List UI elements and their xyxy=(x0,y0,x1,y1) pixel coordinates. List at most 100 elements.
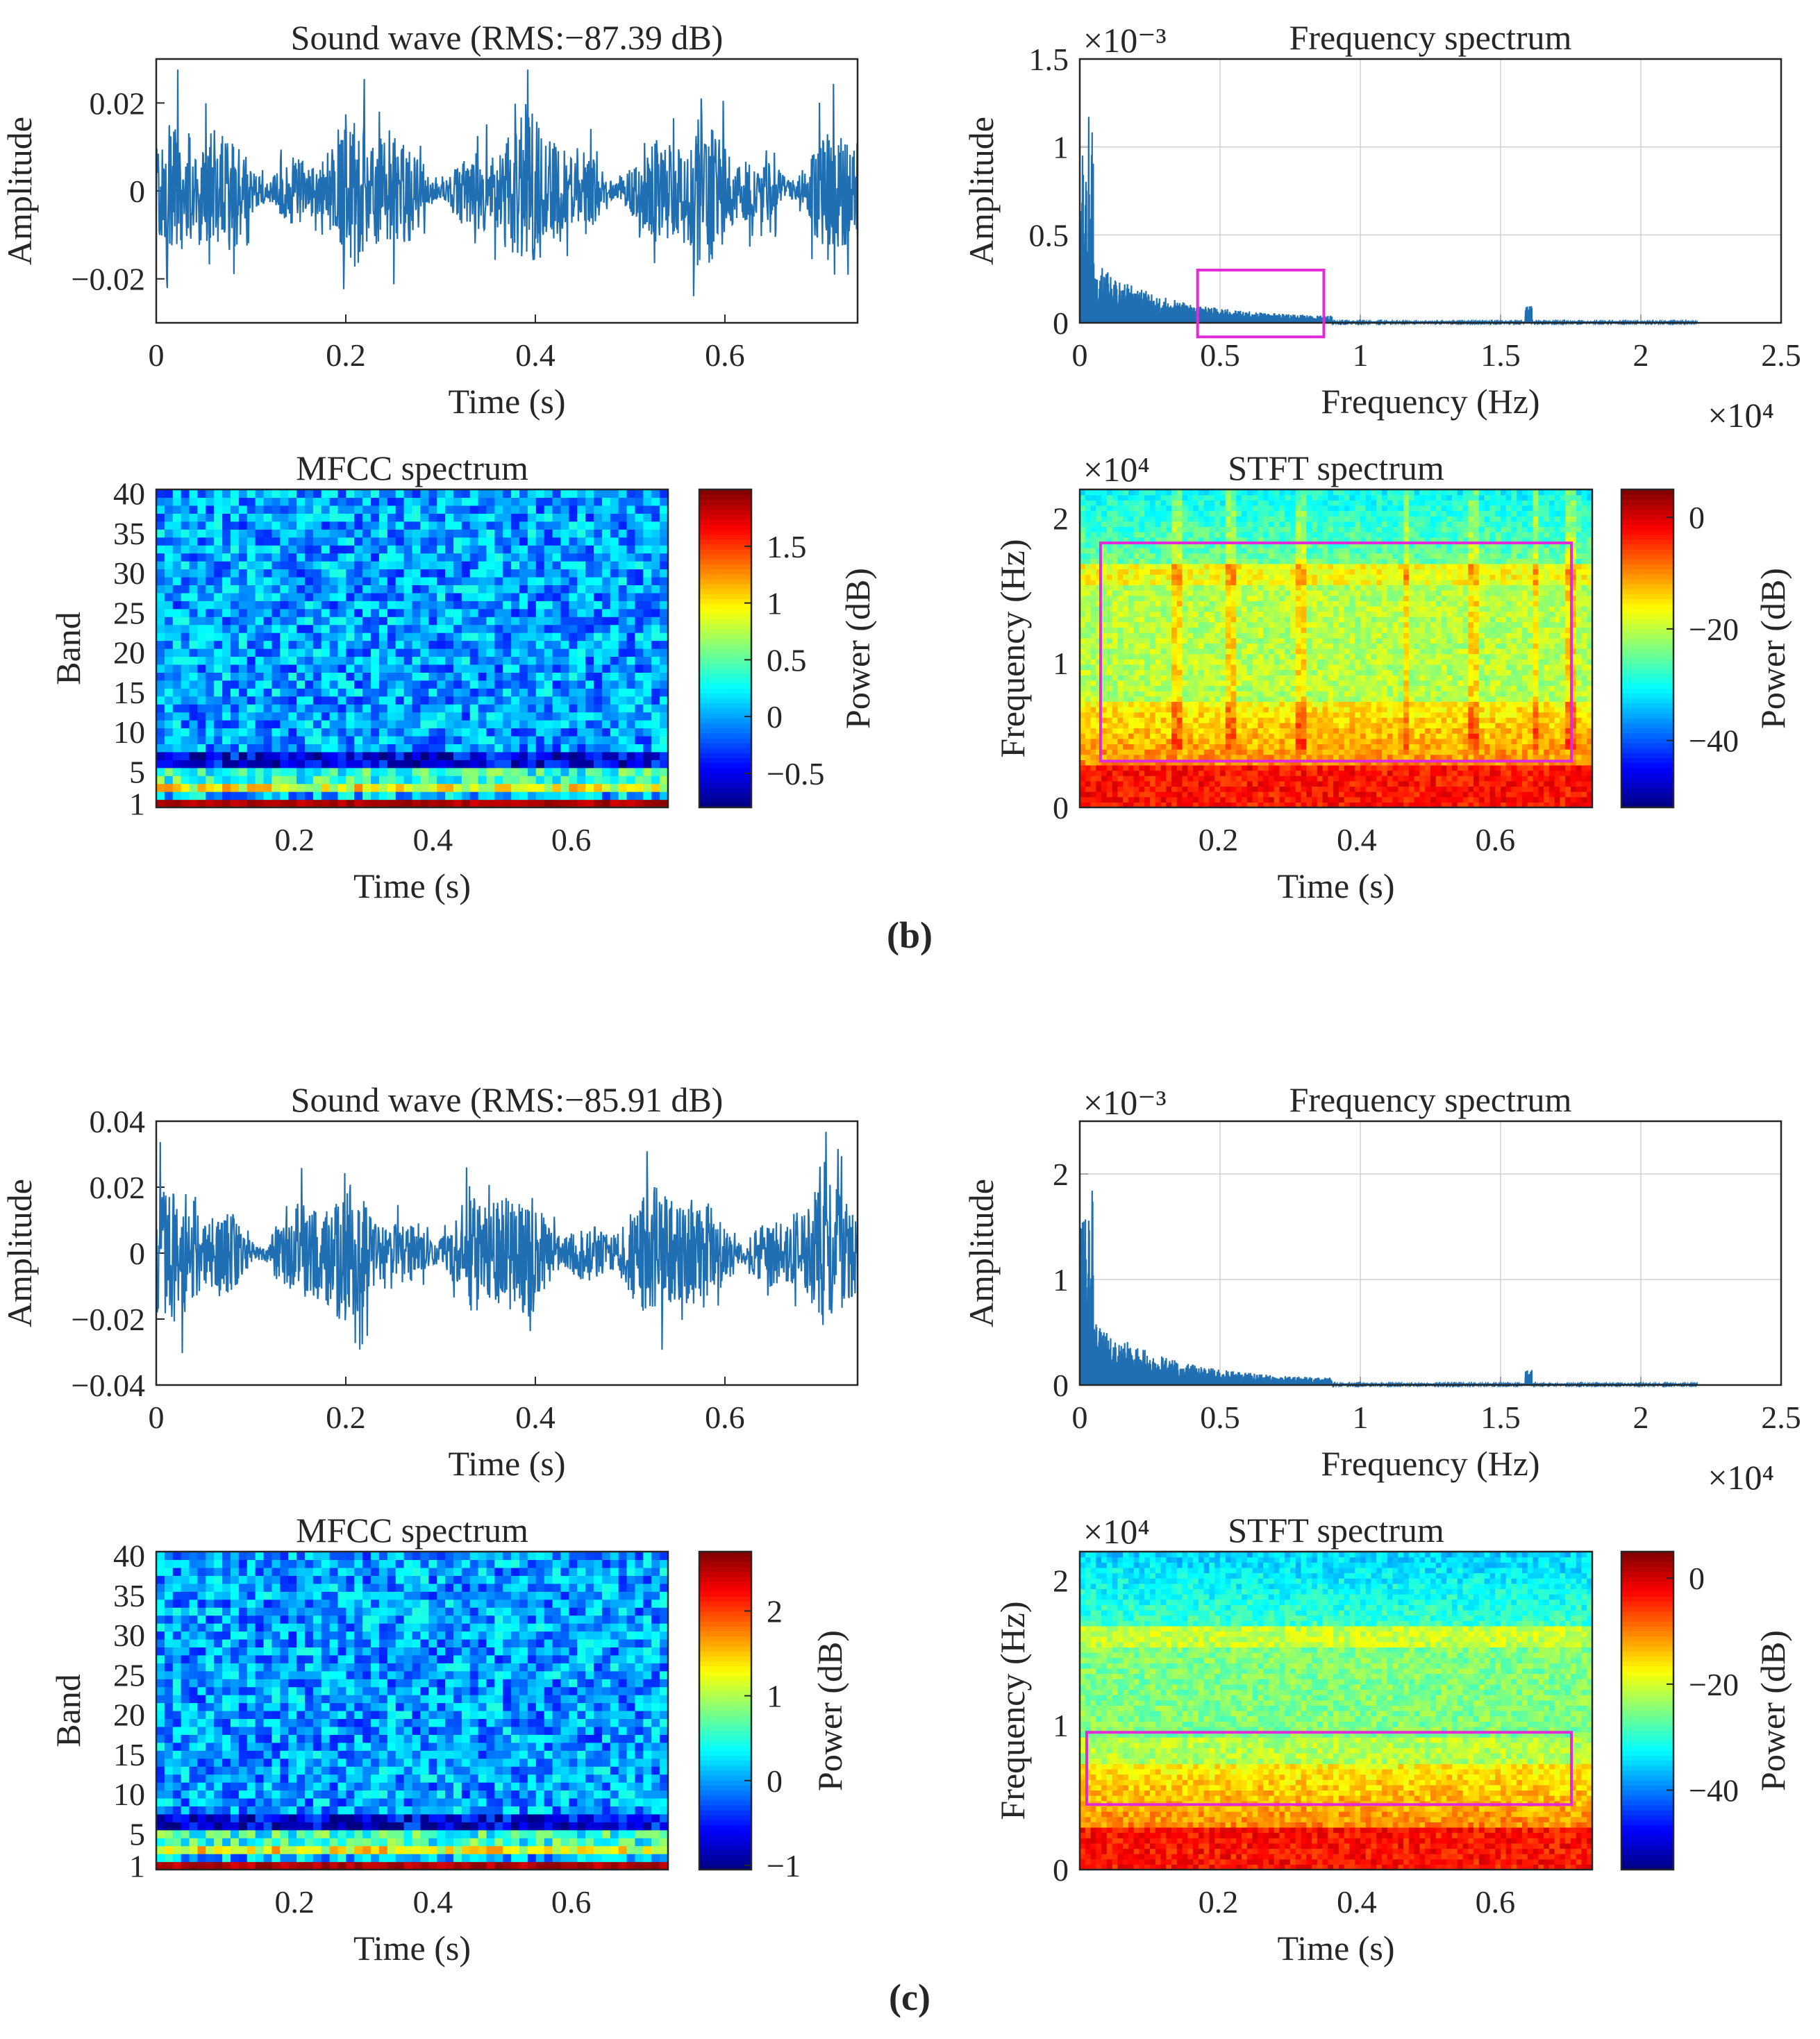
stft-cell xyxy=(1387,760,1394,766)
mfcc-cell xyxy=(552,656,562,665)
mfcc-cell xyxy=(569,569,578,578)
mfcc-cell xyxy=(214,760,223,769)
stft-cell xyxy=(1452,728,1458,734)
stft-cell xyxy=(1096,738,1102,744)
mfcc-cell xyxy=(337,751,347,760)
mfcc-cell xyxy=(280,585,289,594)
mfcc-cell xyxy=(412,616,421,626)
stft-cell xyxy=(1570,796,1577,803)
stft-cell xyxy=(1365,717,1372,723)
stft-cell xyxy=(1209,744,1215,750)
mfcc-cell xyxy=(371,553,380,562)
stft-cell xyxy=(1570,706,1577,713)
stft-cell xyxy=(1209,680,1215,687)
mfcc-cell xyxy=(635,664,644,673)
mfcc-cell xyxy=(453,592,462,601)
wave-xtick-label: 0 xyxy=(149,337,165,373)
mfcc-cell xyxy=(445,791,454,800)
mfcc-cell xyxy=(643,537,652,546)
mfcc-cell xyxy=(395,672,405,681)
mfcc-cell xyxy=(552,680,562,689)
mfcc-cell xyxy=(312,728,322,737)
mfcc-cell xyxy=(445,521,454,530)
stft-cell xyxy=(1085,728,1092,734)
mfcc-cell xyxy=(280,640,289,649)
stft-cell xyxy=(1106,754,1113,760)
stft-cell xyxy=(1517,786,1523,792)
stft-cell xyxy=(1312,728,1318,734)
colorbar-swatch xyxy=(699,529,751,535)
stft-cell xyxy=(1166,770,1172,776)
colorbar-swatch xyxy=(699,519,751,525)
stft-cell xyxy=(1484,744,1490,750)
mfcc-cell xyxy=(610,680,619,689)
stft-cell xyxy=(1570,680,1577,687)
stft-cell xyxy=(1403,691,1410,697)
stft-cell xyxy=(1090,780,1096,787)
mfcc-cell xyxy=(453,616,462,626)
stft-cell xyxy=(1295,733,1302,739)
stft-cell xyxy=(1123,728,1129,734)
stft-cell xyxy=(1101,675,1108,681)
mfcc-cell xyxy=(643,688,652,697)
stft-cell xyxy=(1193,749,1199,755)
stft-cell xyxy=(1333,685,1339,691)
mfcc-cell xyxy=(304,664,314,673)
mfcc-cell xyxy=(569,521,578,530)
mfcc-cell xyxy=(478,545,487,554)
mfcc-cell xyxy=(660,553,669,562)
mfcc-cell xyxy=(321,561,331,570)
stft-cell xyxy=(1236,712,1242,718)
stft-cell xyxy=(1581,744,1587,750)
mfcc-cell xyxy=(222,521,231,530)
stft-cell xyxy=(1101,770,1108,776)
mfcc-cell xyxy=(552,521,562,530)
stft-cell xyxy=(1544,775,1550,782)
stft-cell xyxy=(1085,706,1092,713)
stft-cell xyxy=(1392,738,1399,744)
stft-cell xyxy=(1548,685,1555,691)
mfcc-cell xyxy=(569,576,578,585)
stft-cell xyxy=(1349,770,1355,776)
stft-cell xyxy=(1446,796,1453,803)
stft-cell xyxy=(1495,717,1501,723)
mfcc-cell xyxy=(569,624,578,633)
stft-cell xyxy=(1441,744,1447,750)
mfcc-cell xyxy=(503,791,512,800)
mfcc-cell xyxy=(172,704,182,713)
mfcc-cell xyxy=(156,656,165,665)
mfcc-cell xyxy=(544,704,553,713)
mfcc-cell xyxy=(197,648,206,657)
stft-cell xyxy=(1446,696,1453,702)
mfcc-cell xyxy=(445,505,454,514)
mfcc-cell xyxy=(453,632,462,641)
stft-cell xyxy=(1209,728,1215,734)
mfcc-cell xyxy=(651,513,660,522)
stft-cell xyxy=(1080,685,1086,691)
mfcc-cell xyxy=(437,799,446,808)
stft-cell xyxy=(1322,764,1328,771)
stft-cell xyxy=(1123,680,1129,687)
stft-cell xyxy=(1430,780,1437,787)
stft-cell xyxy=(1441,760,1447,766)
stft-cell xyxy=(1505,733,1512,739)
mfcc-cell xyxy=(428,751,437,760)
stft-cell xyxy=(1295,775,1302,782)
mfcc-cell xyxy=(519,656,528,665)
stft-cell xyxy=(1160,764,1167,771)
mfcc-cell xyxy=(469,783,479,792)
mfcc-cell xyxy=(594,608,603,617)
colorbar-swatch xyxy=(699,524,751,530)
colorbar-swatch xyxy=(699,737,751,744)
stft-cell xyxy=(1462,712,1469,718)
mfcc-cell xyxy=(329,720,339,729)
stft-cell xyxy=(1209,786,1215,792)
mfcc-cell xyxy=(312,656,322,665)
stft-cell xyxy=(1425,717,1431,723)
mfcc-cell xyxy=(651,783,660,792)
mfcc-cell xyxy=(461,537,471,546)
colorbar-swatch xyxy=(699,494,751,500)
mfcc-cell xyxy=(453,728,462,737)
stft-cell xyxy=(1414,706,1421,713)
stft-cell xyxy=(1285,685,1291,691)
